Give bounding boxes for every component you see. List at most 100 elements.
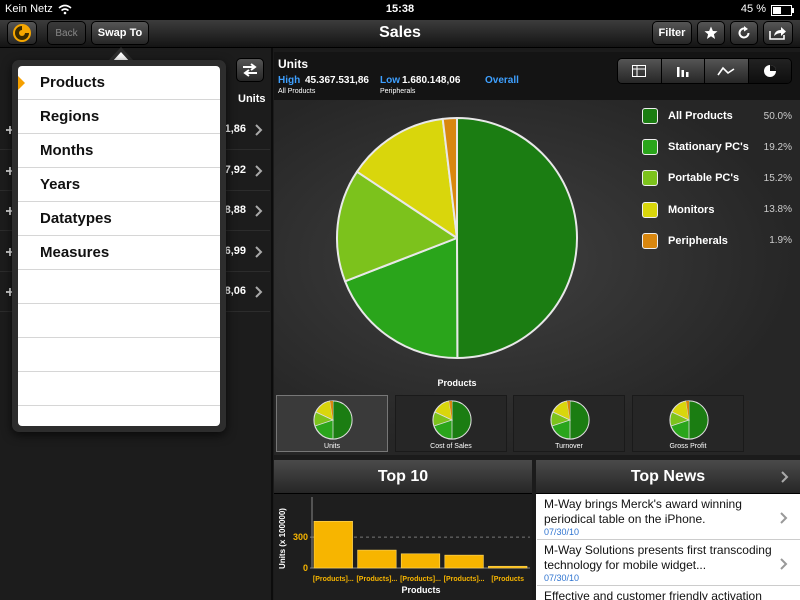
chevron <box>255 164 263 177</box>
battery-level: 45 % <box>740 3 766 15</box>
bar <box>357 549 397 569</box>
news-date: 07/30/10 <box>544 573 580 583</box>
chevron-path <box>255 164 263 177</box>
legend-swatch <box>642 170 658 187</box>
popover: Products Regions Months Years Datatypes Measu… <box>12 60 226 432</box>
thumbnail[interactable]: Turnover <box>513 395 625 452</box>
chevron-path <box>255 124 263 136</box>
news-text: Effective and customer friendly activati… <box>544 589 762 600</box>
pie-slice <box>456 117 578 359</box>
legend-label: Peripherals <box>668 234 728 247</box>
thumbnail-label: Turnover <box>555 443 583 450</box>
menu-item[interactable]: Products <box>18 66 220 100</box>
x-axis-title: Products <box>401 585 440 595</box>
x-tick-label: [Products]... <box>400 576 441 583</box>
pie-slice <box>336 170 458 283</box>
news-item[interactable]: M-Way Solutions presents first transcodi… <box>537 540 800 586</box>
legend-label: Stationary PC's <box>668 141 749 154</box>
table-view-button[interactable] <box>618 59 662 83</box>
legend-item[interactable]: All Products 50.0% <box>642 107 792 125</box>
thumbnail[interactable]: Units <box>276 395 388 452</box>
thumbnail-label: Cost of Sales <box>430 443 472 450</box>
swap-axes-button[interactable] <box>236 58 264 82</box>
bar <box>313 520 353 569</box>
legend-label: Portable PC's <box>668 172 740 185</box>
chevron <box>781 471 789 483</box>
news-title: Top News <box>630 467 706 485</box>
list-value: 8,88 <box>224 204 246 216</box>
menu-item[interactable]: Datatypes <box>18 202 220 236</box>
legend-swatch <box>642 139 658 156</box>
list-value: 7,92 <box>224 163 246 176</box>
favorite-button[interactable] <box>697 21 725 45</box>
high-value: 45.367.531,86 <box>305 75 369 86</box>
pie-icon <box>763 65 776 77</box>
chevron <box>255 124 263 136</box>
x-tick-label: [Products]... <box>313 576 354 583</box>
news-item[interactable]: Effective and customer friendly activati… <box>537 586 800 600</box>
legend-label: Monitors <box>668 203 715 216</box>
legend-item[interactable]: Monitors 13.8% <box>642 201 792 219</box>
list-value: 6,99 <box>224 244 246 257</box>
bar <box>400 553 441 569</box>
thumbnail-pie <box>431 399 473 441</box>
line-view-button[interactable] <box>705 59 749 83</box>
share-button[interactable] <box>763 21 793 45</box>
news-date: 07/30/10 <box>544 527 580 537</box>
pie-view-button[interactable] <box>748 59 791 83</box>
list-value: 8,06 <box>224 285 246 297</box>
news-item[interactable]: M-Way brings Merck's award winning perio… <box>537 494 800 540</box>
star-icon <box>704 26 718 39</box>
carrier: Kein Netz <box>5 3 53 15</box>
menu-list: Products Regions Months Years Datatypes Measu… <box>18 66 220 426</box>
pie-chart <box>336 117 578 359</box>
back-button[interactable]: Back <box>47 21 86 45</box>
overall-link[interactable]: Overall <box>485 75 519 86</box>
low-label: Low <box>380 75 400 86</box>
y-tick-label: 0 <box>303 563 308 573</box>
logo-icon <box>13 24 31 42</box>
menu-item[interactable]: Years <box>18 168 220 202</box>
refresh-icon <box>738 26 750 39</box>
menu-item[interactable]: Regions <box>18 100 220 134</box>
chevron <box>255 205 263 217</box>
x-tick-label: [Products]... <box>356 576 397 583</box>
chevron <box>780 512 788 524</box>
app-logo-button[interactable] <box>7 21 37 45</box>
thumbnail-label: Units <box>324 443 340 450</box>
menu-item[interactable]: Months <box>18 134 220 168</box>
top10-header: Top 10 <box>274 460 532 494</box>
legend-item[interactable]: Portable PC's 15.2% <box>642 169 792 187</box>
bar-view-button[interactable] <box>661 59 705 83</box>
legend-item[interactable]: Stationary PC's 19.2% <box>642 138 792 156</box>
legend-value: 50.0% <box>763 110 792 122</box>
y-axis-title: Units (x 100000) <box>278 508 287 569</box>
legend-swatch <box>642 201 658 218</box>
pie-slice <box>344 237 459 359</box>
swap-to-button[interactable]: Swap To <box>91 21 149 45</box>
chevron-path <box>255 286 263 298</box>
bar-icon <box>676 67 689 77</box>
thumbnail[interactable]: Cost of Sales <box>395 395 507 452</box>
legend-value: 1.9% <box>769 235 792 247</box>
status-bar: Kein Netz 15:38 45 % <box>0 0 800 20</box>
chevron-path <box>780 512 788 524</box>
pie-slice <box>441 117 458 239</box>
chevron <box>255 286 263 298</box>
low-value: 1.680.148,06 <box>402 75 461 86</box>
menu-item[interactable]: Measures <box>18 236 220 270</box>
battery-icon <box>771 5 794 16</box>
thumbnail[interactable]: Gross Profit <box>632 395 744 452</box>
chevron-path <box>780 558 788 570</box>
legend-value: 19.2% <box>763 141 792 153</box>
filter-button[interactable]: Filter <box>652 21 692 45</box>
legend-value: 15.2% <box>763 172 792 184</box>
legend-label: All Products <box>668 110 733 122</box>
page-title: Sales <box>379 24 421 41</box>
legend-item[interactable]: Peripherals 1.9% <box>642 232 792 250</box>
popover-arrow <box>108 47 134 62</box>
low-item: Peripherals <box>380 88 416 95</box>
refresh-button[interactable] <box>730 21 758 45</box>
legend-value: 13.8% <box>763 204 792 216</box>
news-header[interactable]: Top News <box>536 460 800 494</box>
